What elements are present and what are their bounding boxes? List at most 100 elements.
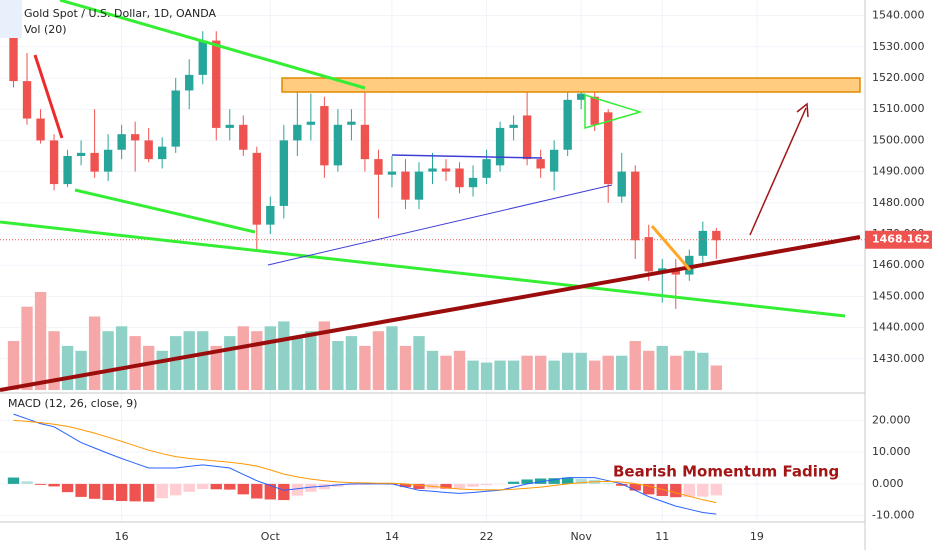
last-price-label: 1468.162: [872, 233, 930, 246]
volume-bar: [156, 350, 168, 390]
resistance-zone: [281, 77, 861, 93]
macd-histogram-bar: [561, 477, 574, 484]
trend-line: [650, 225, 692, 271]
candle-body: [576, 93, 586, 100]
macd-histogram-bar: [413, 483, 425, 489]
candle-body: [590, 96, 599, 125]
macd-line: [13, 413, 717, 515]
macd-histogram-bar: [197, 483, 209, 489]
macd-histogram-bar: [102, 483, 114, 501]
y-tick-label: 1430.000: [872, 352, 925, 365]
volume-bar: [359, 345, 371, 390]
volume-bar: [332, 341, 344, 390]
macd-histogram-bar: [278, 483, 290, 501]
candle-body: [698, 230, 708, 256]
trend-line: [59, 0, 366, 90]
volume-bar: [264, 326, 276, 390]
candle-body: [90, 152, 99, 172]
macd-histogram-bar: [264, 483, 276, 500]
trend-line: [33, 54, 64, 139]
volume-bar: [426, 350, 439, 390]
macd-histogram-bar: [21, 481, 33, 484]
x-tick-label: 11: [655, 530, 669, 543]
last-price-tag: [865, 230, 932, 249]
volume-bar: [61, 345, 74, 390]
volume-bar: [480, 362, 493, 390]
macd-histogram-bar: [521, 479, 533, 484]
drawings: [0, 0, 861, 392]
candle-body: [387, 171, 397, 175]
x-tick-label: Oct: [261, 530, 281, 543]
y-tick-label: 1510.000: [872, 102, 925, 115]
macd-histogram-bar: [616, 483, 628, 486]
macd-histogram-bar: [61, 483, 74, 493]
macd-histogram-bar: [548, 478, 560, 484]
macd-histogram-bar: [453, 483, 466, 489]
macd-layer: [7, 413, 723, 515]
volume-bar: [102, 331, 114, 390]
y-tick-label: 1500.000: [872, 133, 925, 146]
chart-title: Gold Spot / U.S. Dollar, 1D, OANDA: [24, 7, 217, 20]
volume-bar: [75, 350, 87, 390]
y-tick-label: 20.000: [872, 413, 911, 426]
candle-body: [117, 134, 126, 150]
candle-body: [563, 99, 572, 150]
macd-histogram-bar: [697, 483, 709, 497]
candle-body: [495, 127, 505, 166]
candle-body: [266, 205, 275, 225]
candle-body: [482, 159, 491, 178]
candle-body: [644, 237, 653, 272]
volume-bar: [210, 345, 222, 390]
candle-body: [536, 159, 545, 169]
candle-body: [658, 268, 667, 272]
volume-bar: [575, 352, 587, 390]
candle-body: [157, 146, 167, 160]
y-tick-label: 1530.000: [872, 40, 925, 53]
macd-histogram-bar: [75, 483, 87, 497]
candle-body: [36, 118, 45, 141]
volume-bar: [115, 326, 128, 390]
candle-body: [22, 81, 32, 119]
volume-bar: [467, 360, 479, 390]
volume-bar: [453, 350, 466, 390]
y-tick-label: 1450.000: [872, 289, 925, 302]
macd-histogram-bar: [48, 483, 60, 487]
macd-histogram-bar: [399, 483, 412, 488]
macd-histogram-bar: [480, 483, 493, 486]
candle-body: [428, 168, 437, 172]
candle-body: [279, 140, 289, 206]
volume-bar: [251, 331, 263, 390]
volume-bar: [291, 336, 304, 390]
volume-bar: [643, 350, 655, 390]
logo-icon: [0, 0, 22, 38]
x-tick-label: Nov: [570, 530, 592, 543]
signal-line: [13, 419, 717, 504]
macd-histogram-bar: [156, 483, 168, 499]
volume-bar: [589, 360, 601, 390]
candle-body: [9, 15, 18, 82]
macd-histogram-bar: [237, 483, 249, 495]
volume-bar: [21, 306, 33, 390]
volume-bar: [534, 355, 547, 390]
macd-histogram-bar: [170, 483, 182, 496]
candle-body: [320, 106, 329, 166]
volume-bar: [48, 331, 60, 390]
candle-body: [212, 40, 221, 128]
macd-histogram-bar: [251, 483, 263, 499]
macd-histogram-bar: [643, 483, 655, 495]
volume-bar: [561, 352, 574, 390]
macd-histogram-bar: [670, 483, 682, 498]
volume-bar: [7, 341, 20, 390]
y-tick-label: -10.000: [872, 509, 914, 522]
macd-histogram-bar: [88, 483, 101, 499]
candle-body: [306, 121, 316, 125]
candle-body: [617, 171, 626, 197]
candle-body: [631, 171, 640, 241]
volume-bar: [197, 331, 209, 390]
volume-bar: [88, 316, 101, 390]
candle-body: [468, 177, 478, 188]
volume-label: Vol (20): [24, 23, 67, 36]
macd-histogram-bar: [602, 483, 614, 484]
candle-body: [414, 171, 424, 200]
candle-body: [604, 112, 613, 185]
